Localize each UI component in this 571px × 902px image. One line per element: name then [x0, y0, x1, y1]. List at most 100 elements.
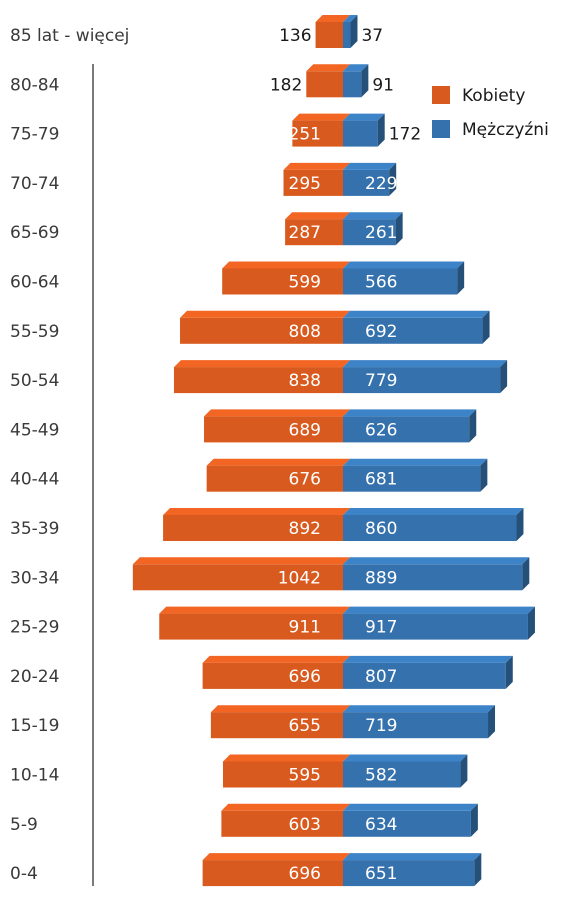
male-bar-top	[343, 409, 476, 416]
male-bar	[343, 466, 480, 492]
female-bar-top	[174, 360, 350, 367]
male-bar-top	[343, 656, 513, 663]
male-bar-top	[343, 804, 478, 811]
female-bar-top	[159, 607, 350, 614]
male-bar-top	[343, 212, 403, 219]
age-group-label: 0-4	[10, 864, 38, 884]
male-bar	[343, 71, 361, 97]
male-value-label: 917	[365, 618, 397, 638]
female-bar	[223, 762, 343, 788]
female-bar-top	[221, 804, 350, 811]
legend-swatch	[432, 120, 450, 138]
female-value-label: 838	[289, 371, 321, 391]
female-bar	[211, 712, 343, 738]
male-bar	[343, 121, 378, 147]
male-value-label: 860	[365, 519, 397, 539]
female-bar-top	[223, 755, 350, 762]
male-value-label: 807	[365, 667, 397, 687]
male-value-label: 37	[361, 26, 383, 46]
male-bar-top	[343, 755, 467, 762]
female-value-label: 696	[289, 667, 321, 687]
female-bar	[203, 663, 343, 689]
male-bar-top	[343, 853, 481, 860]
female-value-label: 655	[289, 716, 321, 736]
female-bar	[204, 416, 343, 442]
male-value-label: 779	[365, 371, 397, 391]
male-value-label: 582	[365, 766, 397, 786]
female-value-label: 808	[289, 322, 321, 342]
female-value-label: 696	[289, 864, 321, 884]
male-value-label: 261	[365, 223, 397, 243]
male-value-label: 634	[365, 815, 397, 835]
male-bar	[343, 22, 350, 48]
male-bar-top	[343, 311, 490, 318]
female-bar-top	[180, 311, 350, 318]
age-group-label: 65-69	[10, 223, 59, 243]
female-bar-top	[163, 508, 350, 515]
male-bar	[343, 762, 460, 788]
male-bar-top	[343, 163, 396, 170]
age-group-label: 5-9	[10, 815, 38, 835]
male-bar-top	[343, 459, 487, 466]
age-group-label: 15-19	[10, 716, 59, 736]
female-value-label: 1042	[278, 568, 321, 588]
female-bar	[222, 269, 343, 295]
male-bar-top	[343, 114, 385, 121]
legend-swatch	[432, 86, 450, 104]
male-value-label: 172	[389, 125, 421, 145]
age-group-label: 50-54	[10, 371, 59, 391]
male-value-label: 719	[365, 716, 397, 736]
female-value-label: 182	[270, 75, 302, 95]
female-bar-top	[133, 557, 350, 564]
age-group-label: 70-74	[10, 174, 59, 194]
female-value-label: 911	[289, 618, 321, 638]
female-bar	[316, 22, 343, 48]
female-bar	[306, 71, 343, 97]
female-value-label: 603	[289, 815, 321, 835]
female-bar-top	[292, 114, 350, 121]
age-group-label: 80-84	[10, 75, 59, 95]
male-value-label: 692	[365, 322, 397, 342]
male-bar-top	[343, 607, 535, 614]
male-value-label: 229	[365, 174, 397, 194]
female-bar	[207, 466, 343, 492]
female-value-label: 689	[289, 420, 321, 440]
male-value-label: 681	[365, 470, 397, 490]
female-bar	[203, 860, 343, 886]
female-value-label: 287	[289, 223, 321, 243]
male-value-label: 91	[372, 75, 394, 95]
male-bar	[343, 318, 483, 344]
female-value-label: 676	[289, 470, 321, 490]
female-bar-top	[285, 212, 350, 219]
female-value-label: 295	[289, 174, 321, 194]
male-bar-top	[343, 360, 507, 367]
male-bar	[343, 811, 471, 837]
age-group-label: 60-64	[10, 273, 59, 293]
female-bar-top	[222, 262, 350, 269]
female-value-label: 136	[279, 26, 311, 46]
legend-label: Kobiety	[462, 86, 525, 106]
male-value-label: 566	[365, 273, 397, 293]
male-bar-top	[343, 508, 523, 515]
female-bar-top	[283, 163, 350, 170]
age-group-label: 30-34	[10, 568, 59, 588]
age-group-label: 55-59	[10, 322, 59, 342]
female-bar-top	[204, 409, 350, 416]
male-bar	[343, 269, 457, 295]
female-bar-top	[207, 459, 350, 466]
female-value-label: 595	[289, 766, 321, 786]
female-value-label: 599	[289, 273, 321, 293]
male-value-label: 626	[365, 420, 397, 440]
female-bar-top	[306, 64, 350, 71]
age-group-label: 85 lat - więcej	[10, 26, 129, 46]
female-bar-top	[203, 853, 350, 860]
male-bar-top	[343, 557, 529, 564]
age-group-label: 25-29	[10, 618, 59, 638]
age-group-label: 75-79	[10, 125, 59, 145]
male-bar	[343, 860, 474, 886]
male-bar-top	[343, 262, 464, 269]
age-group-label: 20-24	[10, 667, 59, 687]
male-value-label: 889	[365, 568, 397, 588]
male-value-label: 651	[365, 864, 397, 884]
